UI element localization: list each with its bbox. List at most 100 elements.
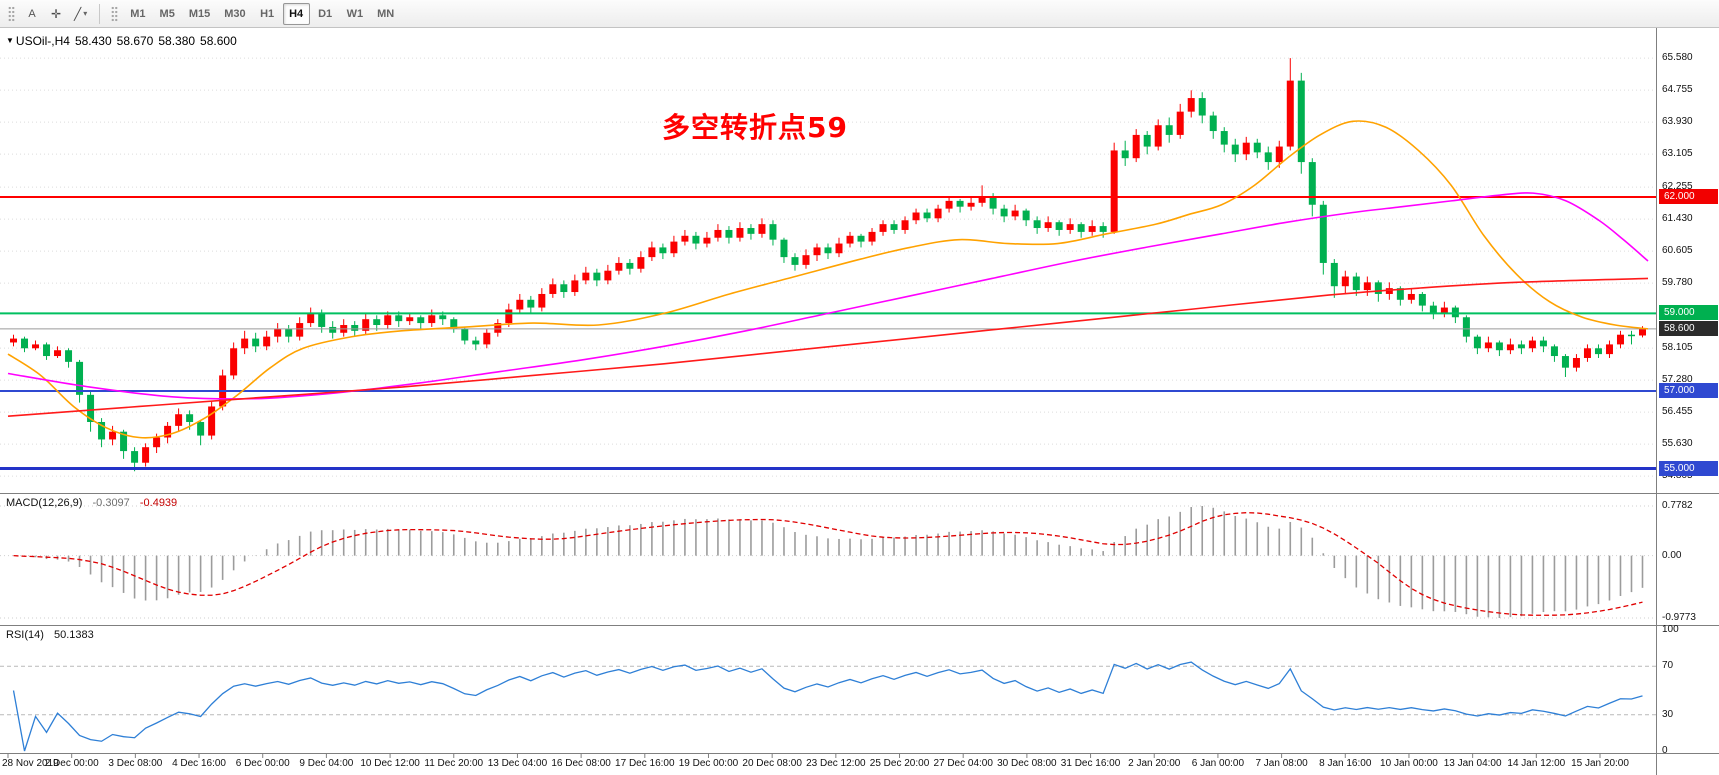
candle-body bbox=[1286, 80, 1294, 147]
price-axis-label: 64.755 bbox=[1662, 84, 1693, 96]
candle-body bbox=[1363, 282, 1371, 291]
candle-body bbox=[1341, 276, 1349, 287]
candle-body bbox=[1209, 115, 1217, 132]
candle-body bbox=[252, 338, 260, 347]
candle-body bbox=[824, 247, 832, 254]
chart-canvas[interactable] bbox=[0, 28, 1719, 775]
candle-body bbox=[604, 270, 612, 281]
candle-body bbox=[593, 272, 601, 281]
time-axis-label: 15 Jan 20:00 bbox=[1571, 758, 1629, 769]
candle-body bbox=[978, 196, 986, 203]
low-value: 58.380 bbox=[158, 34, 196, 48]
candle-body bbox=[1616, 334, 1624, 345]
candle-body bbox=[1187, 98, 1195, 112]
macd-label: MACD(12,26,9) -0.3097 -0.4939 bbox=[6, 497, 177, 509]
rsi-name: RSI(14) bbox=[6, 629, 44, 641]
time-axis-label: 17 Dec 16:00 bbox=[615, 758, 675, 769]
candle-body bbox=[1638, 328, 1646, 336]
timeframe-M5[interactable]: M5 bbox=[159, 7, 175, 20]
candle-body bbox=[1440, 307, 1448, 314]
chart-ohlc-header: ▼ USOil-,H4 58.430 58.670 58.380 58.600 bbox=[6, 34, 242, 48]
time-axis-label: 6 Dec 00:00 bbox=[235, 758, 290, 769]
candle-body bbox=[439, 315, 447, 320]
candle-body bbox=[1033, 220, 1041, 229]
time-axis-label: 2 Jan 20:00 bbox=[1128, 758, 1181, 769]
timeframe-H1[interactable]: H1 bbox=[260, 7, 275, 20]
candle-body bbox=[923, 212, 931, 219]
line-studies-button[interactable]: ╱ ▾ bbox=[68, 3, 93, 25]
candle-body bbox=[274, 328, 282, 337]
price-axis-label: 61.430 bbox=[1662, 213, 1693, 225]
time-axis-label: 11 Dec 20:00 bbox=[424, 758, 484, 769]
candle-body bbox=[1605, 344, 1613, 355]
crosshair-tool-button[interactable]: ✛ bbox=[44, 3, 68, 25]
ma-fast-orange[interactable] bbox=[7, 120, 1649, 439]
time-axis-label: 13 Jan 04:00 bbox=[1443, 758, 1502, 769]
timeframes-drag-handle[interactable] bbox=[111, 5, 119, 22]
candle-body bbox=[1011, 210, 1019, 217]
candle-body bbox=[758, 224, 766, 234]
text-tool-button[interactable]: A bbox=[28, 7, 36, 20]
candle-body bbox=[1517, 344, 1525, 349]
ma-mid-magenta[interactable] bbox=[7, 192, 1649, 400]
candle-body bbox=[1484, 342, 1492, 349]
ma-slow-red[interactable] bbox=[7, 277, 1649, 417]
candle-body bbox=[76, 361, 84, 395]
macd-axis-label: 0.7782 bbox=[1662, 500, 1693, 511]
timeframe-MN[interactable]: MN bbox=[377, 7, 395, 20]
timeframe-M15[interactable]: M15 bbox=[188, 7, 211, 20]
timeframe-M30[interactable]: M30 bbox=[224, 7, 246, 20]
candle-body bbox=[813, 247, 821, 256]
timeframe-D1[interactable]: D1 bbox=[318, 7, 333, 20]
toolbar-drag-handle[interactable] bbox=[8, 5, 15, 22]
candle-body bbox=[1154, 125, 1162, 147]
time-axis-label: 31 Dec 16:00 bbox=[1060, 758, 1121, 769]
time-axis-label: 10 Jan 00:00 bbox=[1380, 758, 1438, 769]
time-axis-label: 7 Jan 08:00 bbox=[1255, 758, 1308, 769]
candle-body bbox=[1044, 222, 1052, 229]
candle-body bbox=[890, 224, 898, 230]
candle-body bbox=[879, 224, 887, 232]
rsi-axis-label: 70 bbox=[1662, 660, 1674, 672]
candle-body bbox=[967, 202, 975, 207]
price-axis-badge: 59.000 bbox=[1659, 305, 1718, 321]
candle-body bbox=[659, 247, 667, 254]
price-axis-badge: 58.600 bbox=[1659, 320, 1718, 336]
candle-body bbox=[725, 229, 733, 238]
candle-body bbox=[1462, 317, 1470, 337]
candle-body bbox=[450, 319, 458, 329]
candle-body bbox=[241, 338, 249, 349]
candle-body bbox=[362, 319, 370, 331]
timeframe-W1[interactable]: W1 bbox=[346, 7, 364, 20]
candle-body bbox=[571, 280, 579, 293]
candle-body bbox=[945, 200, 953, 209]
candle-body bbox=[1165, 125, 1173, 135]
candle-body bbox=[648, 247, 656, 258]
candle-body bbox=[1022, 210, 1030, 221]
candle-body bbox=[505, 309, 513, 324]
price-axis-badge: 62.000 bbox=[1659, 188, 1718, 204]
timeframe-M1[interactable]: M1 bbox=[130, 7, 146, 20]
time-axis-label: 4 Dec 16:00 bbox=[172, 758, 226, 769]
timeframe-H4[interactable]: H4 bbox=[282, 2, 310, 25]
candle-body bbox=[1583, 348, 1591, 358]
rsi-value: 50.1383 bbox=[53, 629, 94, 641]
candle-body bbox=[1407, 293, 1415, 300]
candle-body bbox=[637, 257, 645, 269]
candle-body bbox=[120, 431, 128, 452]
chart-area[interactable]: ▼ USOil-,H4 58.430 58.670 58.380 58.600 多空转折点… bbox=[0, 28, 1719, 775]
macd-axis-label: -0.9773 bbox=[1662, 612, 1696, 623]
time-axis-label: 23 Dec 12:00 bbox=[806, 758, 866, 769]
candle-body bbox=[912, 212, 920, 221]
candle-body bbox=[483, 332, 491, 345]
time-axis-label: 30 Dec 08:00 bbox=[997, 758, 1057, 769]
candle-body bbox=[1550, 346, 1558, 357]
price-axis-label: 55.630 bbox=[1662, 438, 1693, 450]
candle-body bbox=[1242, 142, 1250, 155]
time-axis-label: 27 Dec 04:00 bbox=[933, 758, 993, 769]
price-axis-label: 65.580 bbox=[1662, 52, 1693, 64]
candle-body bbox=[1506, 344, 1514, 351]
candle-body bbox=[681, 235, 689, 242]
price-axis-badge: 57.000 bbox=[1659, 382, 1718, 398]
candle-body bbox=[901, 220, 909, 230]
